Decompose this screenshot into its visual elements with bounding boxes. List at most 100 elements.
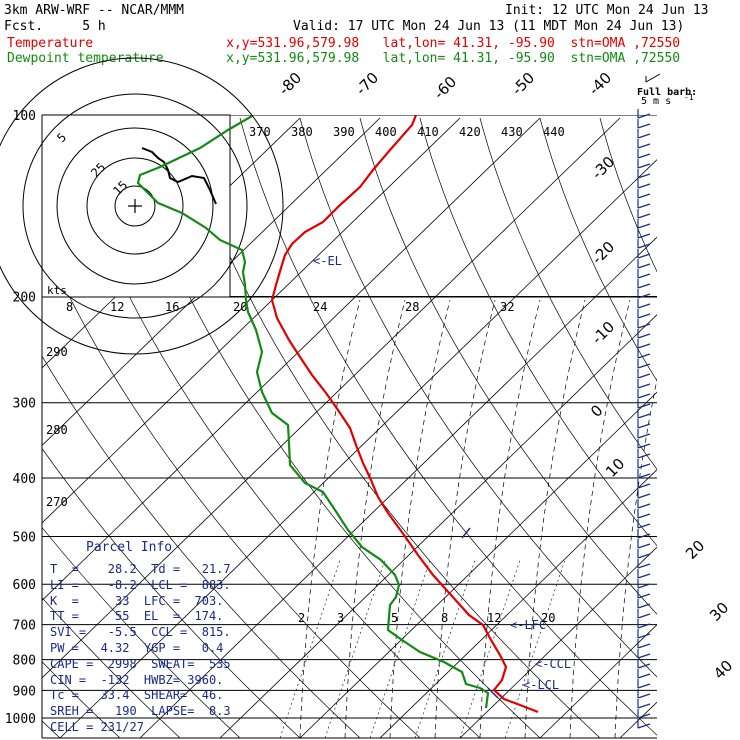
pressure-tick-label: 600 bbox=[13, 578, 36, 593]
mixing-ratio-line bbox=[369, 559, 431, 739]
dry-adiabat-line bbox=[419, 117, 657, 547]
hodograph-speed-label: 16 bbox=[165, 300, 179, 314]
dry-adiabat-line bbox=[359, 117, 657, 615]
dry-adiabat-line bbox=[660, 118, 740, 738]
wind-barb bbox=[637, 503, 651, 509]
barb-legend-units: -1 bbox=[684, 93, 694, 102]
dry-adiabat-line bbox=[42, 597, 181, 739]
theta-label: 380 bbox=[291, 125, 313, 139]
wind-barb bbox=[637, 443, 651, 449]
wind-barb bbox=[637, 243, 651, 249]
mixing-ratio-label: 12 bbox=[487, 611, 501, 625]
pressure-tick-label: 900 bbox=[13, 684, 36, 699]
isotherm-line bbox=[459, 546, 657, 739]
parcel-info-title: Parcel Info bbox=[86, 540, 173, 555]
isotherm-label: 40 bbox=[710, 657, 736, 683]
temperature-profile bbox=[270, 115, 539, 714]
parcel-info-row: CELL = 231/27 bbox=[50, 720, 144, 734]
mixing-ratio-label: 5 bbox=[391, 611, 398, 625]
wind-barb bbox=[637, 433, 651, 439]
wind-barb bbox=[637, 133, 651, 139]
wind-barb bbox=[637, 333, 651, 339]
wind-barb bbox=[637, 293, 651, 299]
moist-adiabat-line bbox=[479, 299, 541, 739]
parcel-info-row: K = 33 LFC = 703. bbox=[50, 593, 224, 608]
wind-barb bbox=[637, 623, 651, 629]
theta-label: 430 bbox=[501, 125, 523, 139]
pressure-tick-label: 400 bbox=[13, 472, 36, 487]
isotherm-line bbox=[59, 159, 657, 739]
moist-adiabat-line bbox=[389, 299, 451, 739]
dry-adiabat-line bbox=[42, 355, 361, 739]
parcel-info-row: PW = 4.32 YGP = 0.4 bbox=[50, 641, 224, 655]
hodograph-speed-label: 8 bbox=[66, 300, 73, 314]
moist-adiabat-line bbox=[344, 299, 406, 739]
wind-barb bbox=[637, 203, 651, 209]
wind-barb bbox=[637, 673, 651, 679]
parcel-info-row: SREH = 190 LAPSE= 8.3 bbox=[50, 704, 231, 719]
pressure-tick-label: 800 bbox=[13, 654, 36, 669]
pressure-tick-label: 200 bbox=[13, 291, 36, 306]
moist-adiabat-line bbox=[524, 299, 586, 739]
wind-barb bbox=[637, 363, 651, 369]
wind-barb bbox=[637, 423, 651, 429]
theta-label: 420 bbox=[459, 125, 481, 139]
isotherm-label: -60 bbox=[430, 73, 460, 103]
theta-label: 290 bbox=[46, 345, 68, 359]
dry-adiabat-line bbox=[179, 117, 601, 739]
isotherm-label: -30 bbox=[588, 153, 618, 183]
mixing-ratio-line bbox=[414, 559, 476, 739]
dry-adiabat-line bbox=[599, 117, 657, 273]
parcel-info-row: T = 28.2 Td = 21.7 bbox=[50, 562, 231, 576]
wind-barb bbox=[637, 593, 651, 599]
isotherm-label: -20 bbox=[588, 238, 618, 268]
wind-barb bbox=[637, 493, 651, 499]
wind-barb bbox=[637, 123, 651, 129]
isotherm-line bbox=[42, 117, 541, 601]
mixing-ratio-label: 2 bbox=[298, 611, 305, 625]
isotherm-line bbox=[379, 469, 657, 739]
parcel-marker bbox=[461, 527, 471, 539]
wind-barb bbox=[637, 543, 651, 549]
barb-legend-title: Full barb: bbox=[637, 87, 697, 98]
mixing-ratio-label: 20 bbox=[541, 611, 555, 625]
isotherm-line bbox=[299, 391, 657, 739]
isotherm-label: -50 bbox=[508, 69, 538, 99]
dewpoint-profile bbox=[136, 115, 490, 709]
wind-barb bbox=[637, 213, 651, 219]
isotherm-label: -10 bbox=[588, 318, 618, 348]
wind-barb bbox=[637, 323, 651, 329]
hodograph-ring bbox=[86, 157, 184, 255]
hodograph-trace bbox=[141, 147, 217, 205]
temperature-legend: Temperature x,y=531.96,579.98 lat,lon= 4… bbox=[7, 36, 681, 51]
wind-barb bbox=[637, 573, 651, 579]
wind-barb bbox=[637, 273, 651, 279]
wind-barb bbox=[637, 463, 651, 469]
parcel-info-row: LI = -8.2 LCL = 883. bbox=[50, 577, 231, 592]
wind-barb bbox=[637, 683, 651, 689]
theta-label: 400 bbox=[375, 125, 397, 139]
dry-adiabat-line bbox=[299, 117, 657, 678]
hodograph-ring bbox=[56, 127, 214, 285]
mixing-ratio-label: 3 bbox=[337, 611, 344, 625]
dry-adiabat-line bbox=[42, 237, 421, 739]
barb-legend-units: 5 m s bbox=[641, 96, 671, 107]
wind-barb bbox=[637, 113, 651, 119]
isotherm-line bbox=[219, 314, 657, 739]
wind-barb bbox=[637, 223, 651, 229]
wind-barb bbox=[637, 603, 651, 609]
wind-barb bbox=[637, 513, 651, 519]
init-time: Init: 12 UTC Mon 24 Jun 13 bbox=[505, 3, 709, 18]
hodograph-ring bbox=[22, 93, 248, 319]
pressure-tick-label: 700 bbox=[13, 619, 36, 634]
hodograph-ring bbox=[0, 57, 284, 355]
wind-barb bbox=[637, 453, 651, 459]
pressure-tick-label: 300 bbox=[13, 397, 36, 412]
wind-barb bbox=[637, 653, 651, 659]
el-marker: <-EL bbox=[313, 254, 342, 268]
pressure-tick-label: 1000 bbox=[5, 712, 36, 727]
wind-barb bbox=[637, 713, 651, 719]
model-title: 3km ARW-WRF -- NCAR/MMM bbox=[4, 3, 185, 18]
parcel-info-row: SVI = -5.5 CCL = 815. bbox=[50, 625, 231, 640]
dry-adiabat-line bbox=[479, 117, 657, 470]
